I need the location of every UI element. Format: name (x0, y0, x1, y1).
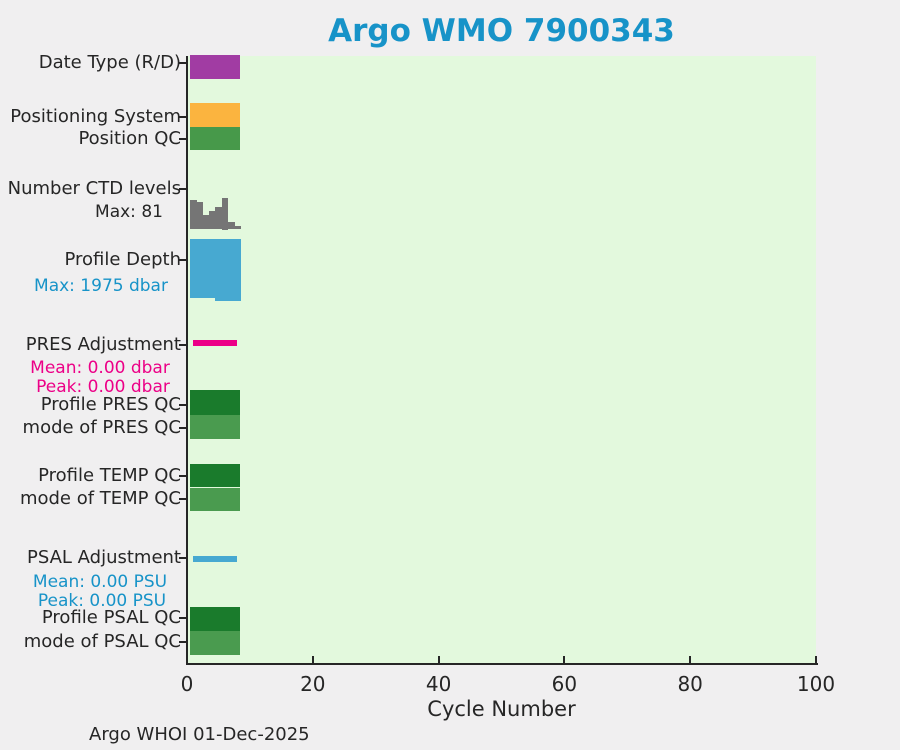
bar-number-ctd-levels (227, 221, 235, 230)
bar-number-ctd-levels (221, 197, 229, 230)
y-axis-tick (179, 116, 186, 118)
row-label-number-ctd-levels: Number CTD levels (7, 178, 181, 199)
y-axis-tick (179, 259, 186, 261)
x-tick-label: 80 (677, 672, 703, 696)
row-label-position-qc: Position QC (78, 128, 181, 149)
y-axis-tick (179, 475, 186, 477)
row-label-profile-temp-qc: Profile TEMP QC (38, 465, 181, 486)
bar-position-qc (190, 126, 241, 150)
bar-profile-depth (221, 238, 229, 301)
bar-date-type (190, 55, 241, 79)
x-axis-title: Cycle Number (427, 697, 576, 721)
row-sublabel-pres-adjustment: Mean: 0.00 dbar (30, 358, 170, 378)
bar-profile-temp-qc (190, 463, 241, 487)
bar-number-ctd-levels (215, 206, 223, 230)
row-sublabel-psal-adjustment: Mean: 0.00 PSU (32, 572, 168, 592)
x-tick (563, 656, 566, 663)
row-sublabel-number-ctd-levels: Max: 81 (95, 202, 163, 222)
bar-profile-depth (234, 238, 241, 301)
x-axis-spine (185, 663, 818, 665)
bar-pres-adjustment (193, 339, 238, 346)
row-label-pres-adjustment: PRES Adjustment (25, 334, 181, 355)
row-sublabel-pres-adjustment: Peak: 0.00 dbar (36, 376, 170, 397)
row-sublabel-profile-depth: Max: 1975 dbar (34, 276, 168, 296)
plot-area (187, 56, 816, 663)
y-axis-tick (179, 498, 186, 500)
x-tick (689, 656, 692, 663)
x-tick (311, 656, 314, 663)
y-axis-tick (179, 62, 186, 64)
row-label-date-type: Date Type (R/D) (38, 52, 181, 73)
bar-psal-adjustment (193, 555, 238, 562)
bar-number-ctd-levels (190, 200, 197, 230)
row-label-profile-depth: Profile Depth (64, 249, 181, 270)
row-label-positioning-system: Positioning System (10, 106, 181, 127)
row-label-psal-adjustment: PSAL Adjustment (26, 547, 181, 568)
y-axis-tick (179, 404, 186, 406)
y-axis-tick (179, 138, 186, 140)
bar-mode-of-psal-qc (190, 631, 241, 655)
x-tick-label: 40 (425, 672, 452, 696)
attribution-text: Argo WHOI 01-Dec-2025 (89, 724, 310, 745)
bar-profile-depth (190, 238, 197, 299)
row-label-profile-pres-qc: Profile PRES QC (40, 394, 181, 415)
y-axis-tick (179, 188, 186, 190)
bar-mode-of-temp-qc (190, 487, 241, 511)
bar-number-ctd-levels (196, 201, 204, 230)
bar-profile-depth (215, 238, 223, 301)
row-label-mode-of-psal-qc: mode of PSAL QC (23, 631, 181, 652)
bar-number-ctd-levels (234, 226, 241, 230)
bar-profile-pres-qc (190, 390, 241, 415)
x-tick (437, 656, 440, 663)
y-axis-tick (179, 557, 186, 559)
x-tick (815, 656, 817, 663)
x-tick-label: 0 (180, 672, 194, 696)
bar-profile-depth (209, 238, 216, 299)
y-axis-spine (185, 56, 188, 665)
x-tick-label: 20 (300, 672, 326, 696)
row-label-profile-psal-qc: Profile PSAL QC (41, 607, 181, 628)
y-axis-tick (179, 617, 186, 619)
row-label-mode-of-pres-qc: mode of PRES QC (22, 417, 181, 438)
x-tick (186, 656, 188, 663)
bar-profile-psal-qc (190, 606, 241, 631)
x-tick-label: 60 (551, 672, 578, 696)
row-label-mode-of-temp-qc: mode of TEMP QC (19, 488, 181, 509)
chart-title: Argo WMO 7900343 (328, 13, 675, 49)
bar-mode-of-pres-qc (190, 415, 241, 439)
y-axis-tick (179, 344, 186, 346)
bar-profile-depth (227, 238, 235, 301)
x-tick-label: 100 (796, 672, 836, 696)
y-axis-tick (179, 427, 186, 429)
bar-number-ctd-levels (202, 214, 210, 230)
row-sublabel-psal-adjustment: Peak: 0.00 PSU (37, 591, 167, 611)
bar-profile-depth (196, 238, 204, 299)
bar-number-ctd-levels (209, 210, 216, 230)
y-axis-tick (179, 641, 186, 643)
bar-positioning-system (190, 103, 241, 127)
bar-profile-depth (202, 238, 210, 299)
